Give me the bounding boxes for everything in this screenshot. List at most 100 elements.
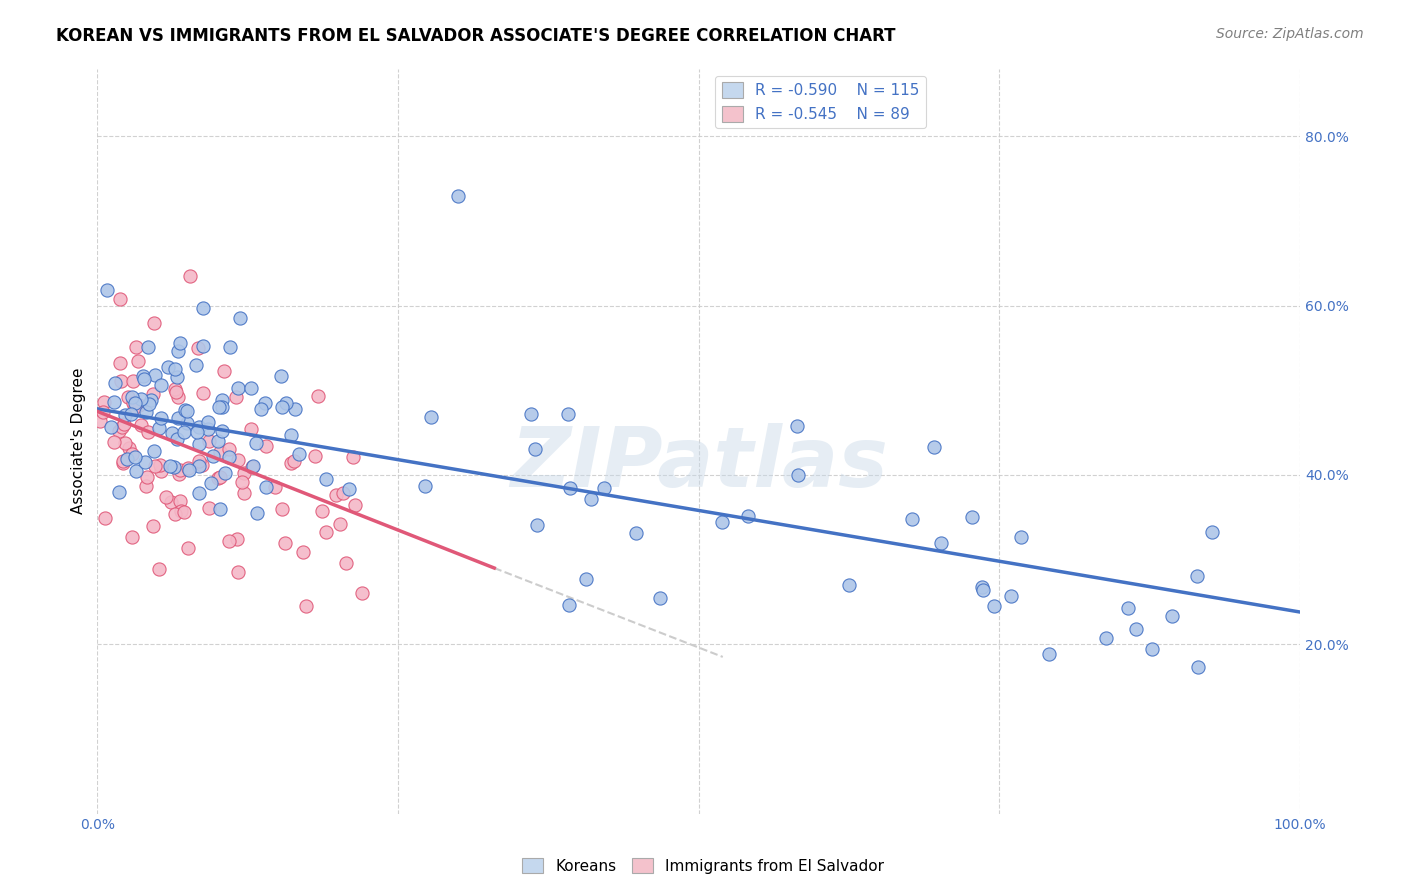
Point (228, 310, 250, 325)
Point (1116, 600, 1139, 615)
Point (218, 442, 240, 456)
Point (149, 464, 172, 478)
Point (218, 450, 240, 464)
Point (972, 583, 994, 598)
Point (187, 341, 209, 355)
Point (125, 464, 148, 478)
Point (142, 519, 165, 533)
Point (135, 479, 157, 493)
Point (121, 447, 143, 461)
Text: KOREAN VS IMMIGRANTS FROM EL SALVADOR ASSOCIATE'S DEGREE CORRELATION CHART: KOREAN VS IMMIGRANTS FROM EL SALVADOR AS… (56, 27, 896, 45)
Point (207, 434, 229, 448)
Point (250, 402, 273, 417)
Point (271, 401, 294, 415)
Point (520, 407, 543, 421)
Point (197, 415, 219, 429)
Point (228, 381, 250, 395)
Point (96, 283, 118, 297)
Point (198, 434, 221, 448)
Point (120, 407, 142, 421)
Point (352, 586, 374, 600)
Point (208, 444, 231, 458)
Point (325, 488, 347, 502)
Point (246, 507, 269, 521)
Point (245, 435, 267, 450)
Point (108, 425, 131, 439)
Point (1038, 647, 1060, 661)
Point (274, 396, 297, 410)
Point (135, 469, 157, 483)
Point (169, 463, 191, 477)
Point (129, 418, 152, 433)
Point (155, 490, 177, 504)
Point (558, 599, 581, 613)
Point (167, 390, 190, 404)
Point (270, 501, 292, 516)
Point (165, 384, 187, 399)
Point (970, 580, 993, 594)
Point (121, 390, 143, 404)
Point (186, 358, 208, 372)
Point (170, 504, 193, 518)
Point (225, 390, 247, 404)
Point (280, 428, 302, 442)
Point (526, 518, 548, 533)
Point (188, 454, 211, 468)
Point (191, 386, 214, 401)
Point (166, 433, 188, 447)
Point (202, 450, 225, 464)
Point (1160, 609, 1182, 624)
Point (122, 396, 145, 410)
Point (191, 301, 214, 316)
Point (624, 525, 647, 540)
Point (983, 599, 1005, 614)
Point (307, 389, 329, 403)
Point (270, 369, 292, 384)
Point (283, 453, 305, 467)
Point (200, 476, 222, 491)
Point (228, 565, 250, 579)
Point (413, 479, 436, 493)
Point (960, 510, 983, 524)
Point (211, 392, 233, 407)
Point (274, 536, 297, 550)
Point (1000, 589, 1022, 603)
Point (169, 335, 191, 350)
Point (557, 407, 579, 421)
Point (112, 456, 135, 470)
Point (226, 532, 249, 546)
Point (134, 455, 156, 469)
Point (145, 458, 167, 473)
Point (163, 382, 186, 396)
Point (311, 504, 333, 518)
Point (111, 454, 134, 468)
Point (922, 440, 945, 454)
Point (124, 450, 146, 465)
Point (1201, 525, 1223, 540)
Point (91, 404, 114, 418)
Point (110, 374, 132, 388)
Point (343, 498, 366, 512)
Point (233, 466, 256, 480)
Point (176, 404, 198, 418)
Point (114, 436, 136, 450)
Point (188, 486, 211, 500)
Point (108, 485, 131, 500)
Point (329, 516, 352, 531)
Point (226, 453, 249, 467)
Point (838, 578, 860, 592)
Point (114, 408, 136, 422)
Point (335, 556, 357, 570)
Point (179, 268, 201, 283)
Point (110, 355, 132, 369)
Point (177, 541, 200, 556)
Point (710, 515, 733, 529)
Point (254, 480, 277, 494)
Point (214, 466, 236, 480)
Point (169, 494, 191, 508)
Text: Source: ZipAtlas.com: Source: ZipAtlas.com (1216, 27, 1364, 41)
Point (148, 562, 170, 576)
Point (173, 505, 195, 519)
Point (256, 439, 278, 453)
Point (188, 436, 211, 450)
